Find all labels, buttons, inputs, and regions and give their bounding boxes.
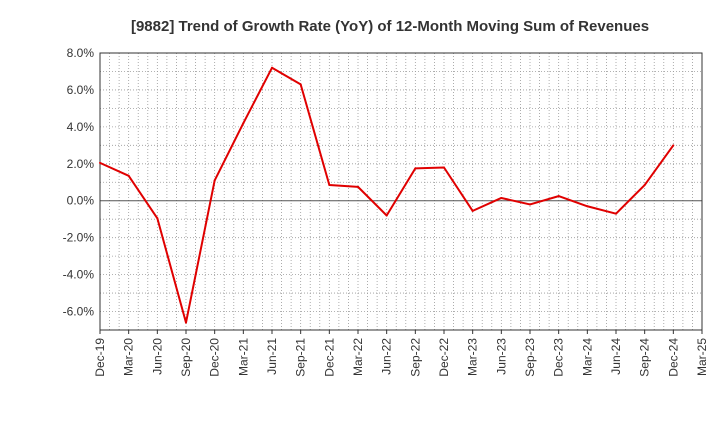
data-point (529, 203, 531, 206)
y-tick-label: -2.0% (63, 231, 95, 245)
x-tick-label: Mar-21 (236, 338, 250, 376)
data-point (127, 174, 130, 177)
data-point (271, 66, 273, 69)
x-tick-label: Jun-24 (609, 338, 623, 375)
x-tick-label: Dec-22 (437, 338, 451, 377)
y-tick-label: -4.0% (63, 268, 95, 282)
data-point (500, 196, 503, 199)
x-tick-label: Jun-22 (380, 338, 394, 375)
data-point (414, 167, 417, 170)
data-point (328, 184, 331, 187)
y-tick-label: 6.0% (67, 83, 95, 97)
x-tick-label: Dec-24 (666, 338, 680, 377)
data-point (443, 166, 445, 169)
series-group (99, 66, 675, 324)
x-tick-label: Mar-25 (695, 338, 709, 376)
y-tick-label: 4.0% (67, 120, 95, 134)
data-point (643, 184, 646, 187)
data-point (557, 195, 560, 198)
y-tick-label: 2.0% (67, 157, 95, 171)
grid (100, 52, 702, 331)
x-tick-label: Mar-23 (466, 338, 480, 376)
x-tick-label: Sep-20 (179, 338, 193, 377)
x-tick-label: Sep-23 (523, 338, 537, 377)
x-tick-label: Jun-23 (494, 338, 508, 375)
plot-area (99, 52, 703, 331)
x-tick-label: Dec-19 (93, 338, 107, 377)
x-tick-label: Sep-24 (638, 338, 652, 377)
data-point (99, 161, 101, 164)
x-tick-label: Mar-20 (122, 338, 136, 376)
data-point (385, 214, 388, 217)
x-axis: Dec-19 Mar-20 Jun-20 Sep-20 Dec-20 Mar-21 Jun-… (93, 330, 709, 377)
x-tick-label: Dec-20 (208, 338, 222, 377)
x-tick-label: Sep-21 (294, 338, 308, 377)
x-tick-label: Dec-21 (322, 338, 336, 377)
data-point (586, 205, 589, 208)
data-point (672, 144, 675, 147)
x-tick-label: Mar-24 (580, 338, 594, 376)
data-point (471, 209, 474, 212)
x-tick-label: Sep-22 (408, 338, 422, 377)
chart-title: [9882] Trend of Growth Rate (YoY) of 12-… (131, 18, 649, 35)
data-point (357, 185, 359, 188)
y-tick-label: 8.0% (67, 46, 95, 60)
data-point (156, 217, 159, 220)
data-point (299, 83, 302, 86)
x-tick-label: Jun-21 (265, 338, 279, 375)
y-axis: 8.0% 6.0% 4.0% 2.0% 0.0% -2.0% -4.0% -6.0% (63, 46, 95, 319)
x-tick-label: Jun-20 (150, 338, 164, 375)
x-tick-label: Mar-22 (351, 338, 365, 376)
data-point (242, 122, 245, 125)
y-tick-label: -6.0% (63, 305, 95, 319)
data-point (213, 179, 216, 182)
data-point (185, 321, 187, 324)
y-tick-label: 0.0% (67, 194, 95, 208)
data-point (615, 212, 617, 215)
x-tick-label: Dec-23 (552, 338, 566, 377)
